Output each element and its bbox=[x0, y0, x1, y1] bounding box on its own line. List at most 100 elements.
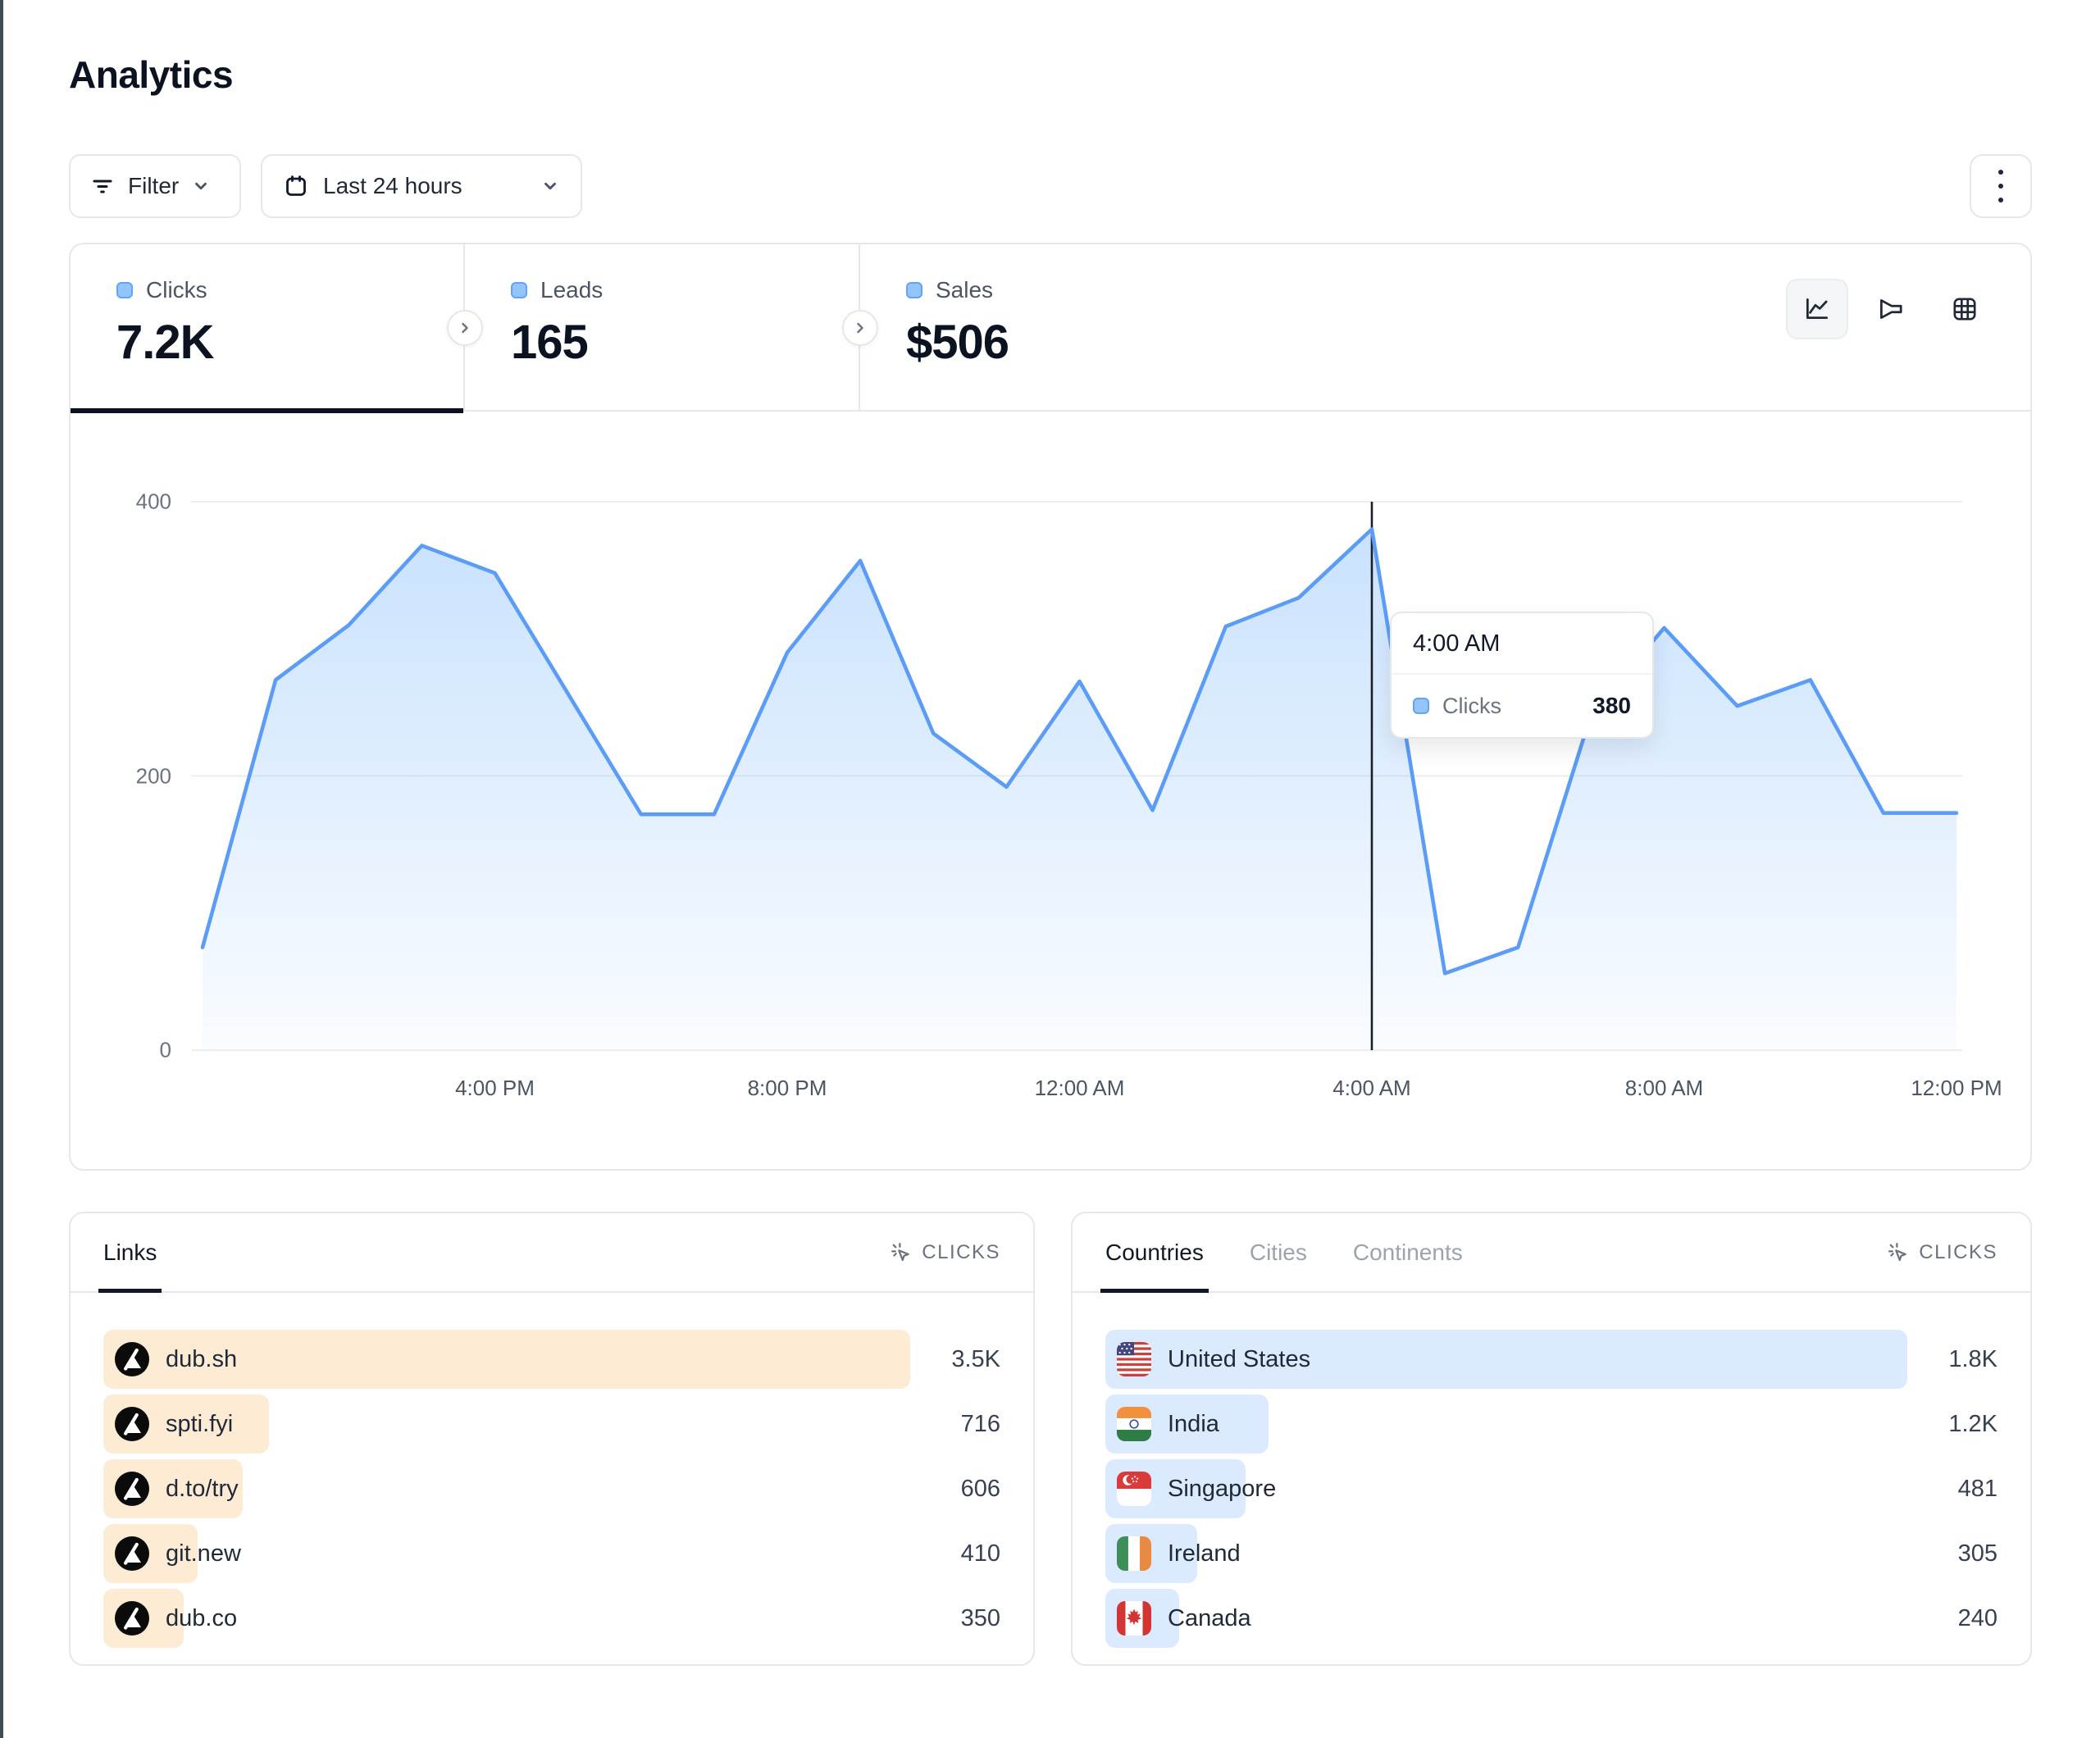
stat-tabs-row: Clicks 7.2K Leads 165 Sales $506 bbox=[71, 244, 2030, 413]
filter-button[interactable]: Filter bbox=[69, 154, 241, 218]
x-axis-tick: 8:00 AM bbox=[1624, 1076, 1704, 1100]
row-value: 1.8K bbox=[1948, 1345, 1998, 1372]
links-panel-header: Links CLICKS bbox=[71, 1213, 1033, 1293]
active-tab-underline bbox=[98, 1289, 162, 1293]
line-chart-toggle-button[interactable] bbox=[1786, 279, 1848, 339]
row-label: Singapore bbox=[1168, 1475, 1277, 1502]
date-range-label: Last 24 hours bbox=[323, 173, 462, 198]
x-axis-tick: 8:00 PM bbox=[747, 1076, 827, 1100]
filter-icon bbox=[90, 174, 115, 198]
countries-metric-label: CLICKS bbox=[1919, 1240, 1998, 1263]
row-label: d.to/try bbox=[166, 1475, 239, 1502]
table-icon bbox=[1953, 298, 1976, 321]
sales-legend-swatch bbox=[906, 282, 922, 298]
page-title: Analytics bbox=[69, 53, 234, 96]
area-chart-plot[interactable] bbox=[191, 461, 1962, 1055]
link-row[interactable]: d.to/try 606 bbox=[103, 1459, 1000, 1518]
sales-value: $506 bbox=[906, 316, 1009, 369]
countries-panel: Countries Cities Continents CLICKS United … bbox=[1071, 1212, 2032, 1666]
dub-logo-icon bbox=[115, 1342, 149, 1376]
row-label: spti.fyi bbox=[166, 1410, 234, 1437]
row-value-bar bbox=[103, 1330, 910, 1389]
clicks-tab-label: Clicks bbox=[146, 277, 207, 303]
tab-clicks[interactable]: Clicks 7.2K bbox=[71, 244, 465, 413]
row-label: India bbox=[1168, 1410, 1219, 1437]
row-label: git.new bbox=[166, 1540, 241, 1567]
link-row[interactable]: git.new 410 bbox=[103, 1524, 1000, 1583]
link-row[interactable]: dub.co 350 bbox=[103, 1589, 1000, 1648]
dub-logo-icon bbox=[115, 1601, 149, 1636]
row-value: 3.5K bbox=[951, 1345, 1000, 1372]
x-axis-tick: 12:00 PM bbox=[1911, 1076, 2002, 1100]
dub-logo-icon bbox=[115, 1472, 149, 1506]
row-value: 305 bbox=[1957, 1540, 1998, 1567]
flag-in-icon bbox=[1117, 1407, 1151, 1441]
leads-value: 165 bbox=[511, 316, 589, 369]
countries-metric-selector[interactable]: CLICKS bbox=[1887, 1241, 1998, 1264]
tooltip-series-swatch bbox=[1413, 698, 1429, 714]
links-panel: Links CLICKS dub.sh 3.5K spti.fyi 716 d.to… bbox=[69, 1212, 1035, 1666]
flag-ie-icon bbox=[1117, 1536, 1151, 1571]
row-label: dub.co bbox=[166, 1604, 238, 1631]
country-row[interactable]: Canada 240 bbox=[1105, 1589, 1998, 1648]
more-menu-button[interactable] bbox=[1970, 154, 2032, 218]
row-label: United States bbox=[1168, 1345, 1311, 1372]
chevron-down-icon bbox=[192, 177, 210, 195]
filter-button-label: Filter bbox=[128, 173, 180, 198]
dub-logo-icon bbox=[115, 1472, 149, 1506]
flag-sg-icon bbox=[1117, 1472, 1151, 1506]
countries-tab-countries[interactable]: Countries bbox=[1100, 1213, 1209, 1293]
countries-tab-cities[interactable]: Cities bbox=[1250, 1213, 1307, 1291]
link-row[interactable]: dub.sh 3.5K bbox=[103, 1330, 1000, 1389]
funnel-chart-toggle-button[interactable] bbox=[1860, 279, 1922, 339]
date-range-button[interactable]: Last 24 hours bbox=[261, 154, 582, 218]
flag-us-icon bbox=[1117, 1342, 1151, 1376]
dub-logo-icon bbox=[115, 1407, 149, 1441]
row-value: 716 bbox=[960, 1410, 1000, 1437]
country-row[interactable]: India 1.2K bbox=[1105, 1394, 1998, 1454]
kebab-menu-icon bbox=[1998, 170, 2003, 175]
sidebar-edge bbox=[0, 0, 3, 1738]
y-axis-tick: 200 bbox=[135, 763, 171, 788]
countries-tab-label: Continents bbox=[1352, 1239, 1463, 1265]
flag-ca-icon bbox=[1117, 1601, 1151, 1636]
dub-logo-icon bbox=[115, 1601, 149, 1636]
tooltip-value: 380 bbox=[1592, 693, 1631, 718]
clicks-value: 7.2K bbox=[116, 316, 215, 369]
countries-tab-continents[interactable]: Continents bbox=[1353, 1213, 1463, 1291]
x-axis-tick: 12:00 AM bbox=[1034, 1076, 1125, 1100]
clicks-timeseries-chart[interactable]: 0 200 400 4:00 PM 8:00 PM 12:00 AM 4:00 AM 8:0… bbox=[136, 461, 2002, 1101]
funnel-chart-icon bbox=[1879, 299, 1902, 319]
links-tab-links[interactable]: Links bbox=[98, 1213, 162, 1293]
click-cursor-icon bbox=[1888, 1243, 1907, 1262]
links-metric-selector[interactable]: CLICKS bbox=[890, 1241, 1000, 1264]
row-label: Canada bbox=[1168, 1604, 1251, 1631]
link-row[interactable]: spti.fyi 716 bbox=[103, 1394, 1000, 1454]
row-value: 410 bbox=[960, 1540, 1000, 1567]
flag-us-icon bbox=[1117, 1342, 1151, 1376]
row-value: 481 bbox=[1957, 1475, 1998, 1502]
country-row[interactable]: Ireland 305 bbox=[1105, 1524, 1998, 1583]
next-stat-button[interactable] bbox=[447, 310, 483, 346]
country-row[interactable]: United States 1.8K bbox=[1105, 1330, 1998, 1389]
row-label: Ireland bbox=[1168, 1540, 1241, 1567]
tab-leads[interactable]: Leads 165 bbox=[465, 244, 860, 412]
flag-sg-icon bbox=[1117, 1472, 1151, 1506]
country-row[interactable]: Singapore 481 bbox=[1105, 1459, 1998, 1518]
dub-logo-icon bbox=[115, 1536, 149, 1571]
tooltip-time: 4:00 AM bbox=[1392, 613, 1652, 675]
next-stat-button[interactable] bbox=[842, 310, 878, 346]
analytics-chart-card: Clicks 7.2K Leads 165 Sales $506 bbox=[69, 243, 2032, 1171]
chevron-right-icon bbox=[462, 322, 468, 334]
leads-tab-label: Leads bbox=[540, 277, 604, 303]
flag-in-icon bbox=[1117, 1407, 1151, 1441]
tab-sales[interactable]: Sales $506 bbox=[860, 244, 1270, 412]
table-view-toggle-button[interactable] bbox=[1934, 279, 1996, 339]
dub-logo-icon bbox=[115, 1407, 149, 1441]
row-value: 240 bbox=[1957, 1604, 1998, 1631]
click-cursor-icon bbox=[891, 1243, 910, 1262]
active-tab-underline bbox=[1100, 1289, 1209, 1293]
active-tab-underline bbox=[71, 408, 463, 413]
x-axis-tick: 4:00 AM bbox=[1332, 1076, 1411, 1100]
y-axis-tick: 0 bbox=[159, 1037, 171, 1062]
